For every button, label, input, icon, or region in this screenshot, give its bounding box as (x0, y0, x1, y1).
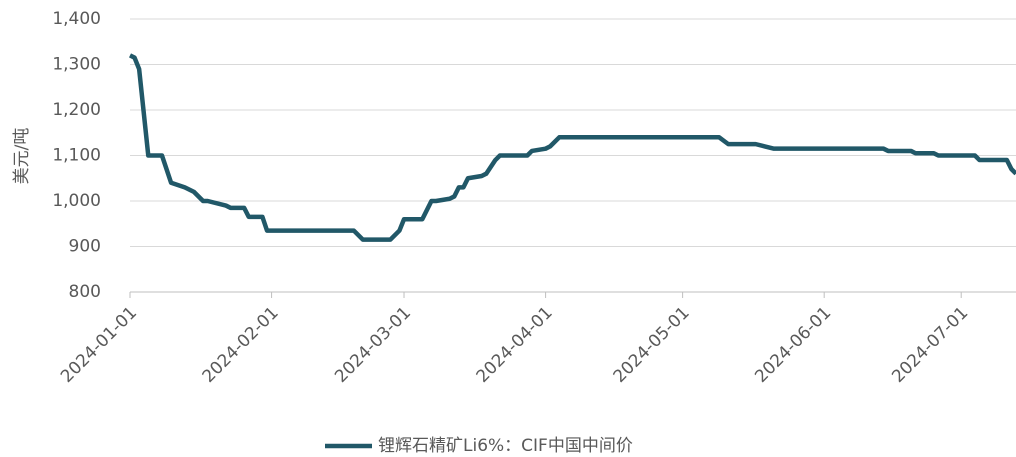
y-tick-label: 1,000 (52, 191, 101, 211)
y-tick-label: 1,100 (52, 146, 101, 166)
x-tick-label: 2024-05-01 (610, 303, 694, 387)
legend-label: 锂辉石精矿Li6%：CIF中国中间价 (378, 436, 633, 456)
x-tick-label: 2024-01-01 (57, 303, 141, 387)
y-tick-label: 800 (69, 282, 101, 302)
x-tick-label: 2024-03-01 (331, 303, 415, 387)
series-line (128, 53, 1016, 242)
x-tick-label: 2024-07-01 (888, 303, 972, 387)
y-tick-label: 1,400 (52, 9, 101, 29)
y-tick-label: 1,300 (52, 55, 101, 75)
x-tick-label: 2024-04-01 (473, 303, 557, 387)
y-axis-label: 美元/吨 (12, 128, 32, 185)
x-tick-label: 2024-06-01 (751, 303, 835, 387)
y-tick-label: 900 (69, 237, 101, 257)
y-tick-label: 1,200 (52, 100, 101, 120)
x-tick-label: 2024-02-01 (199, 303, 283, 387)
